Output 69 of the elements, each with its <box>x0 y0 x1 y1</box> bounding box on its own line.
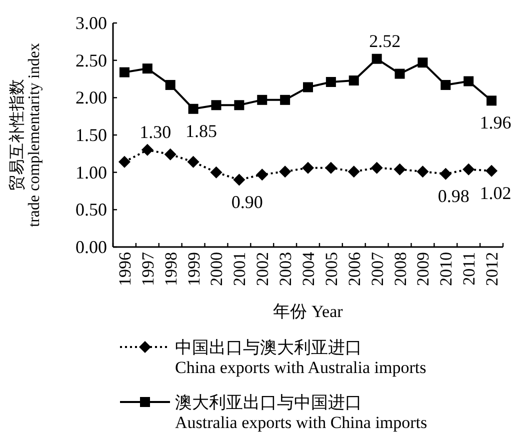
x-tick-label: 1999 <box>184 252 204 286</box>
point <box>280 94 290 105</box>
point <box>464 76 474 86</box>
x-tick-label: 2012 <box>482 252 502 286</box>
x-tick-label: 2010 <box>436 252 456 286</box>
x-axis-title: 年份 Year <box>273 302 344 321</box>
point <box>416 166 429 178</box>
point <box>164 148 176 160</box>
annotation: 0.90 <box>231 192 263 212</box>
point <box>324 162 337 174</box>
point <box>141 144 154 156</box>
point <box>233 174 246 186</box>
point <box>119 67 130 78</box>
x-tick-label: 2006 <box>344 252 364 286</box>
point <box>348 166 360 178</box>
x-tick-label: 2011 <box>460 252 479 286</box>
annotation: 1.02 <box>480 182 512 203</box>
legend-label: 中国出口与澳大利亚进口 China exports with Australia imports <box>175 338 426 377</box>
annotation: 1.85 <box>186 120 218 141</box>
x-tick-label: 2000 <box>207 252 226 286</box>
x-tick-label: 1998 <box>161 252 180 286</box>
y-tick-label: 0.50 <box>76 200 107 220</box>
x-tick-label: 1997 <box>138 252 158 286</box>
x-tick-label: 1996 <box>115 252 134 286</box>
y-tick-label: 3.00 <box>76 13 107 33</box>
point <box>142 64 152 74</box>
point <box>188 104 198 114</box>
point <box>372 54 382 64</box>
point <box>486 96 497 106</box>
point <box>326 76 336 87</box>
point <box>462 163 475 176</box>
annotation: 1.96 <box>480 112 512 133</box>
point <box>440 80 451 90</box>
x-tick-label: 2007 <box>368 252 387 286</box>
x-tick-label: 2005 <box>322 252 341 286</box>
x-tick-label: 2004 <box>299 252 318 286</box>
y-axis-title: 贸易互补性指数 trade complementarity index <box>8 43 43 227</box>
x-tick-label: 2002 <box>253 252 272 286</box>
x-tick-label: 2008 <box>390 252 410 286</box>
y-tick-label: 1.00 <box>76 162 107 182</box>
annotation: 2.52 <box>369 30 401 51</box>
annotation: 0.98 <box>438 186 470 206</box>
point <box>303 82 313 92</box>
y-tick-label: 2.50 <box>76 50 107 70</box>
point <box>279 166 292 178</box>
y-tick-label: 0.00 <box>76 237 107 257</box>
point <box>394 163 406 176</box>
point <box>302 162 314 174</box>
y-tick-label: 1.50 <box>76 125 107 145</box>
point <box>210 166 222 178</box>
point <box>394 68 405 79</box>
y-tick-label: 2.00 <box>76 88 107 108</box>
point <box>370 162 383 174</box>
point <box>234 100 244 110</box>
annotation: 1.30 <box>140 122 172 142</box>
x-tick-label: 2009 <box>414 252 433 286</box>
x-tick-label: 2001 <box>230 252 250 286</box>
x-tick-label: 2003 <box>276 252 296 286</box>
point <box>440 168 452 180</box>
point <box>256 168 268 181</box>
point <box>211 100 222 110</box>
point <box>118 156 130 168</box>
point <box>165 80 176 90</box>
point <box>486 164 498 177</box>
point <box>418 58 428 68</box>
point <box>257 94 268 105</box>
legend-label: 澳大利亚出口与中国进口 Australia exports with China imports <box>175 393 428 432</box>
point <box>187 156 200 168</box>
point <box>348 75 359 86</box>
